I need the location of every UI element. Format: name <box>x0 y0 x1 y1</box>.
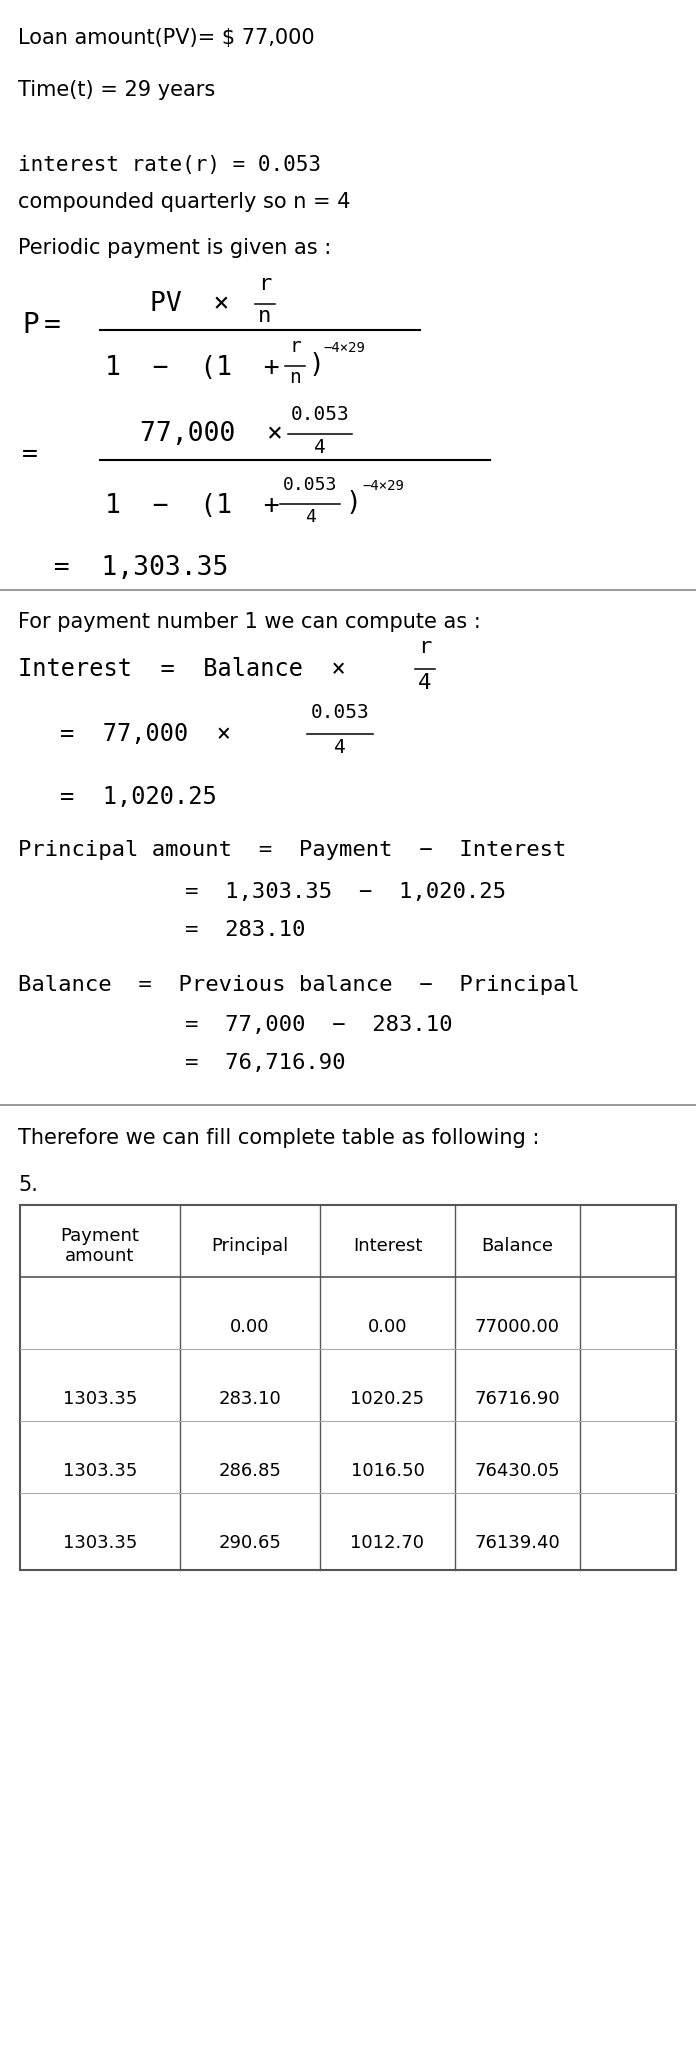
Text: =: = <box>44 311 61 340</box>
Text: 4: 4 <box>418 674 432 692</box>
Text: ): ) <box>309 352 325 379</box>
Text: 1  −  (1  +: 1 − (1 + <box>105 494 280 518</box>
Text: Periodic payment is given as :: Periodic payment is given as : <box>18 238 331 258</box>
Text: −4×29: −4×29 <box>323 342 365 354</box>
Text: 0.00: 0.00 <box>230 1319 270 1335</box>
Text: Therefore we can fill complete table as following :: Therefore we can fill complete table as … <box>18 1128 539 1149</box>
Text: PV  ×: PV × <box>150 291 230 317</box>
Text: interest rate(r) = 0.053: interest rate(r) = 0.053 <box>18 156 321 174</box>
Text: Loan amount(PV)= $ 77,000: Loan amount(PV)= $ 77,000 <box>18 29 315 47</box>
Text: Balance: Balance <box>482 1237 553 1255</box>
Text: 1012.70: 1012.70 <box>351 1534 425 1552</box>
Text: n: n <box>289 369 301 387</box>
Text: Principal: Principal <box>212 1237 289 1255</box>
Text: For payment number 1 we can compute as :: For payment number 1 we can compute as : <box>18 612 481 633</box>
Text: =  1,020.25: = 1,020.25 <box>60 784 216 809</box>
Text: 0.053: 0.053 <box>310 702 370 723</box>
Text: Interest: Interest <box>353 1237 422 1255</box>
Text: =: = <box>22 442 38 469</box>
Text: =  283.10: = 283.10 <box>185 920 306 940</box>
Text: 0.00: 0.00 <box>367 1319 407 1335</box>
Text: r: r <box>289 338 301 356</box>
Text: Balance  =  Previous balance  −  Principal: Balance = Previous balance − Principal <box>18 975 580 995</box>
Text: =  77,000  −  283.10: = 77,000 − 283.10 <box>185 1016 452 1034</box>
Text: ): ) <box>346 489 362 516</box>
Text: 5.: 5. <box>18 1176 38 1194</box>
Text: 4: 4 <box>314 438 326 457</box>
Text: Payment: Payment <box>61 1227 139 1245</box>
Text: =  1,303.35: = 1,303.35 <box>22 555 228 582</box>
Text: 290.65: 290.65 <box>219 1534 281 1552</box>
Text: Interest  =  Balance  ×: Interest = Balance × <box>18 657 346 682</box>
Text: 1016.50: 1016.50 <box>351 1462 425 1481</box>
Text: 1  −  (1  +: 1 − (1 + <box>105 354 280 381</box>
Text: amount: amount <box>65 1247 135 1266</box>
Text: 4: 4 <box>334 737 346 758</box>
Text: Principal amount  =  Payment  −  Interest: Principal amount = Payment − Interest <box>18 840 567 860</box>
Text: =  77,000  ×: = 77,000 × <box>60 723 231 745</box>
Text: 76716.90: 76716.90 <box>475 1391 560 1409</box>
Text: =  76,716.90: = 76,716.90 <box>185 1053 345 1073</box>
Text: compounded quarterly so n = 4: compounded quarterly so n = 4 <box>18 193 351 213</box>
Text: 1303.35: 1303.35 <box>63 1462 137 1481</box>
Text: −4×29: −4×29 <box>362 479 404 494</box>
Text: n: n <box>258 305 271 326</box>
Text: 1020.25: 1020.25 <box>351 1391 425 1409</box>
Text: =  1,303.35  −  1,020.25: = 1,303.35 − 1,020.25 <box>185 883 506 901</box>
Text: r: r <box>418 637 432 657</box>
Text: Time(t) = 29 years: Time(t) = 29 years <box>18 80 215 100</box>
Text: 286.85: 286.85 <box>219 1462 281 1481</box>
Text: 1303.35: 1303.35 <box>63 1534 137 1552</box>
Text: 283.10: 283.10 <box>219 1391 281 1409</box>
Text: 76430.05: 76430.05 <box>475 1462 560 1481</box>
Text: 76139.40: 76139.40 <box>475 1534 560 1552</box>
Text: 0.053: 0.053 <box>283 475 337 494</box>
Text: P: P <box>22 311 39 340</box>
Text: r: r <box>258 274 271 295</box>
Text: 4: 4 <box>305 508 315 526</box>
Text: 0.053: 0.053 <box>291 406 349 424</box>
Text: 77,000  ×: 77,000 × <box>140 422 283 446</box>
Text: 1303.35: 1303.35 <box>63 1391 137 1409</box>
Text: 77000.00: 77000.00 <box>475 1319 560 1335</box>
